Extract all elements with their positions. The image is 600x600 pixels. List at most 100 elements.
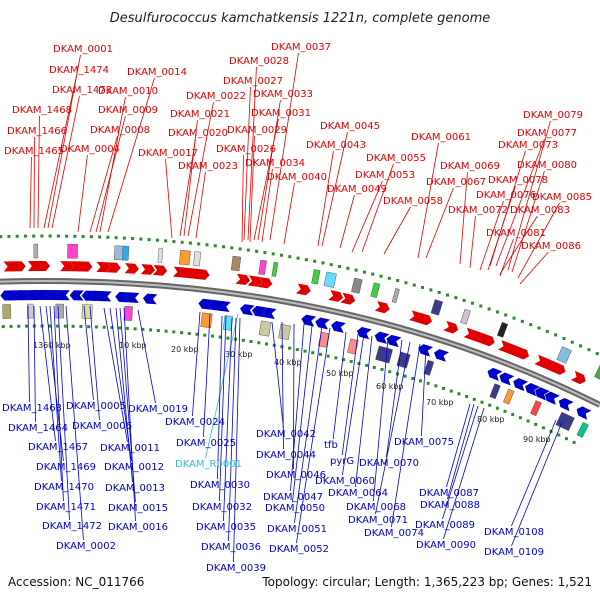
reverse-gene-label[interactable]: DKAM_0068 xyxy=(346,502,406,513)
reverse-gene-label[interactable]: DKAM_1469 xyxy=(36,462,96,473)
reverse-gene-label[interactable]: DKAM_0046 xyxy=(266,470,326,481)
reverse-gene-label[interactable]: DKAM_0044 xyxy=(256,450,316,461)
reverse-gene-label[interactable]: DKAM_0108 xyxy=(484,527,544,538)
forward-gene-label[interactable]: DKAM_0022 xyxy=(186,91,246,102)
reverse-gene-label[interactable]: DKAM_1470 xyxy=(34,482,94,493)
forward-gene-label[interactable]: DKAM_0017 xyxy=(138,148,198,159)
gc-dot xyxy=(110,326,114,330)
forward-label-leader xyxy=(253,118,279,241)
genome-summary-text: Topology: circular; Length: 1,365,223 bp… xyxy=(261,575,592,589)
reverse-gene-label[interactable]: DKAM_0015 xyxy=(108,503,168,514)
forward-gene-label[interactable]: DKAM_0069 xyxy=(440,161,500,172)
forward-gene-label[interactable]: DKAM_1474 xyxy=(49,65,109,76)
reverse-gene-label[interactable]: DKAM_0051 xyxy=(267,524,327,535)
reverse-gene-label[interactable]: DKAM_0011 xyxy=(100,443,160,454)
forward-gene-label[interactable]: DKAM_0055 xyxy=(366,153,426,164)
forward-gene-label[interactable]: DKAM_0029 xyxy=(227,125,287,136)
forward-gene-label[interactable]: DKAM_0014 xyxy=(127,67,187,78)
forward-gene-label[interactable]: DKAM_1468 xyxy=(12,105,72,116)
forward-gene-arrow xyxy=(257,276,273,289)
forward-gene-label[interactable]: DKAM_1465 xyxy=(4,146,64,157)
forward-gene-label[interactable]: DKAM_0020 xyxy=(168,128,228,139)
reverse-gene-label[interactable]: DKAM_0025 xyxy=(176,438,236,449)
reverse-gene-label[interactable]: DKAM_0075 xyxy=(394,437,454,448)
reverse-gene-label[interactable]: DKAM_0042 xyxy=(256,429,316,440)
forward-gene-label[interactable]: DKAM_0026 xyxy=(216,144,276,155)
forward-gene-label[interactable]: DKAM_0034 xyxy=(245,158,305,169)
forward-gene-label[interactable]: DKAM_0072 xyxy=(448,205,508,216)
reverse-gene-label[interactable]: DKAM_0071 xyxy=(348,515,408,526)
forward-gene-label[interactable]: DKAM_0077 xyxy=(517,128,577,139)
reverse-gene-label[interactable]: DKAM_0089 xyxy=(415,520,475,531)
reverse-gene-label[interactable]: DKAM_0070 xyxy=(359,458,419,469)
reverse-gene-arrow xyxy=(558,397,574,412)
forward-gene-label[interactable]: DKAM_0009 xyxy=(98,105,158,116)
forward-gene-label[interactable]: DKAM_0027 xyxy=(223,76,283,87)
reverse-gene-label[interactable]: DKAM_0064 xyxy=(328,488,388,499)
forward-gene-label[interactable]: DKAM_0081 xyxy=(486,228,546,239)
forward-gene-arrow xyxy=(471,330,487,344)
forward-gene-label[interactable]: DKAM_0053 xyxy=(355,170,415,181)
reverse-gene-label[interactable]: DKAM_0002 xyxy=(56,541,116,552)
reverse-gene-label[interactable]: DKAM_R0001 xyxy=(175,459,242,470)
reverse-gene-label[interactable]: DKAM_0012 xyxy=(104,462,164,473)
forward-gene-label[interactable]: DKAM_0049 xyxy=(327,184,387,195)
reverse-gene-label[interactable]: DKAM_0035 xyxy=(196,522,256,533)
forward-gene-label[interactable]: DKAM_0040 xyxy=(267,172,327,183)
forward-gene-label[interactable]: DKAM_1473 xyxy=(52,85,112,96)
forward-gene-label[interactable]: DKAM_0086 xyxy=(521,241,581,252)
forward-gene-label[interactable]: DKAM_0058 xyxy=(383,196,443,207)
forward-gene-label[interactable]: DKAM_0033 xyxy=(253,89,313,100)
forward-gene-label[interactable]: DKAM_0067 xyxy=(426,177,486,188)
forward-gene-label[interactable]: DKAM_0080 xyxy=(517,160,577,171)
reverse-gene-label[interactable]: DKAM_0088 xyxy=(420,500,480,511)
forward-gene-label[interactable]: DKAM_0061 xyxy=(411,132,471,143)
forward-gene-label[interactable]: DKAM_0037 xyxy=(271,42,331,53)
forward-gene-label[interactable]: DKAM_0028 xyxy=(229,56,289,67)
reverse-gene-label[interactable]: DKAM_0024 xyxy=(165,417,225,428)
reverse-gene-label[interactable]: DKAM_0013 xyxy=(105,483,165,494)
reverse-gene-label[interactable]: DKAM_0032 xyxy=(192,502,252,513)
reverse-gene-label[interactable]: DKAM_0006 xyxy=(72,421,132,432)
reverse-gene-label[interactable]: DKAM_0039 xyxy=(206,563,266,574)
reverse-gene-label[interactable]: DKAM_0052 xyxy=(269,544,329,555)
forward-gene-label[interactable]: DKAM_0004 xyxy=(60,144,120,155)
forward-gene-label[interactable]: DKAM_0083 xyxy=(510,205,570,216)
reverse-gene-label[interactable]: DKAM_0060 xyxy=(315,476,375,487)
forward-gene-label[interactable]: DKAM_0021 xyxy=(170,109,230,120)
forward-gene-label[interactable]: DKAM_0076 xyxy=(476,190,536,201)
reverse-gene-label[interactable]: DKAM_1463 xyxy=(2,403,62,414)
forward-gene-label[interactable]: DKAM_0010 xyxy=(98,86,158,97)
reverse-gene-label[interactable]: DKAM_0016 xyxy=(108,522,168,533)
forward-label-leader xyxy=(425,187,454,259)
forward-gene-label[interactable]: DKAM_0078 xyxy=(488,175,548,186)
forward-gene-label[interactable]: DKAM_0045 xyxy=(320,121,380,132)
reverse-gene-label[interactable]: DKAM_0074 xyxy=(364,528,424,539)
forward-gene-label[interactable]: DKAM_0085 xyxy=(532,192,592,203)
reverse-gene-label[interactable]: DKAM_0050 xyxy=(265,503,325,514)
reverse-gene-label[interactable]: DKAM_1464 xyxy=(8,423,68,434)
forward-gene-label[interactable]: DKAM_0073 xyxy=(498,140,558,151)
forward-gene-label[interactable]: DKAM_0043 xyxy=(306,140,366,151)
gc-dot xyxy=(296,256,300,260)
forward-gene-label[interactable]: DKAM_0023 xyxy=(178,161,238,172)
forward-gene-label[interactable]: DKAM_0079 xyxy=(523,110,583,121)
reverse-gene-label[interactable]: DKAM_0019 xyxy=(128,404,188,415)
reverse-gene-label[interactable]: DKAM_1471 xyxy=(36,502,96,513)
reverse-gene-label[interactable]: DKAM_0047 xyxy=(263,492,323,503)
reverse-gene-label[interactable]: DKAM_0109 xyxy=(484,547,544,558)
reverse-gene-label[interactable]: DKAM_0036 xyxy=(201,542,261,553)
reverse-gene-label[interactable]: tfb xyxy=(324,440,338,451)
gc-dot xyxy=(354,268,358,272)
forward-gene-label[interactable]: DKAM_0008 xyxy=(90,125,150,136)
forward-gene-label[interactable]: DKAM_0031 xyxy=(251,108,311,119)
reverse-gene-label[interactable]: DKAM_0005 xyxy=(66,401,126,412)
forward-gene-label[interactable]: DKAM_1466 xyxy=(7,126,67,137)
reverse-gene-label[interactable]: DKAM_0090 xyxy=(416,540,476,551)
reverse-gene-label[interactable]: DKAM_1467 xyxy=(28,442,88,453)
forward-gene-label[interactable]: DKAM_0001 xyxy=(53,44,113,55)
reverse-gene-label[interactable]: pyrG xyxy=(330,456,354,467)
reverse-gene-label[interactable]: DKAM_1472 xyxy=(42,521,102,532)
reverse-gene-label[interactable]: DKAM_0087 xyxy=(419,488,479,499)
reverse-gene-label[interactable]: DKAM_0030 xyxy=(190,480,250,491)
